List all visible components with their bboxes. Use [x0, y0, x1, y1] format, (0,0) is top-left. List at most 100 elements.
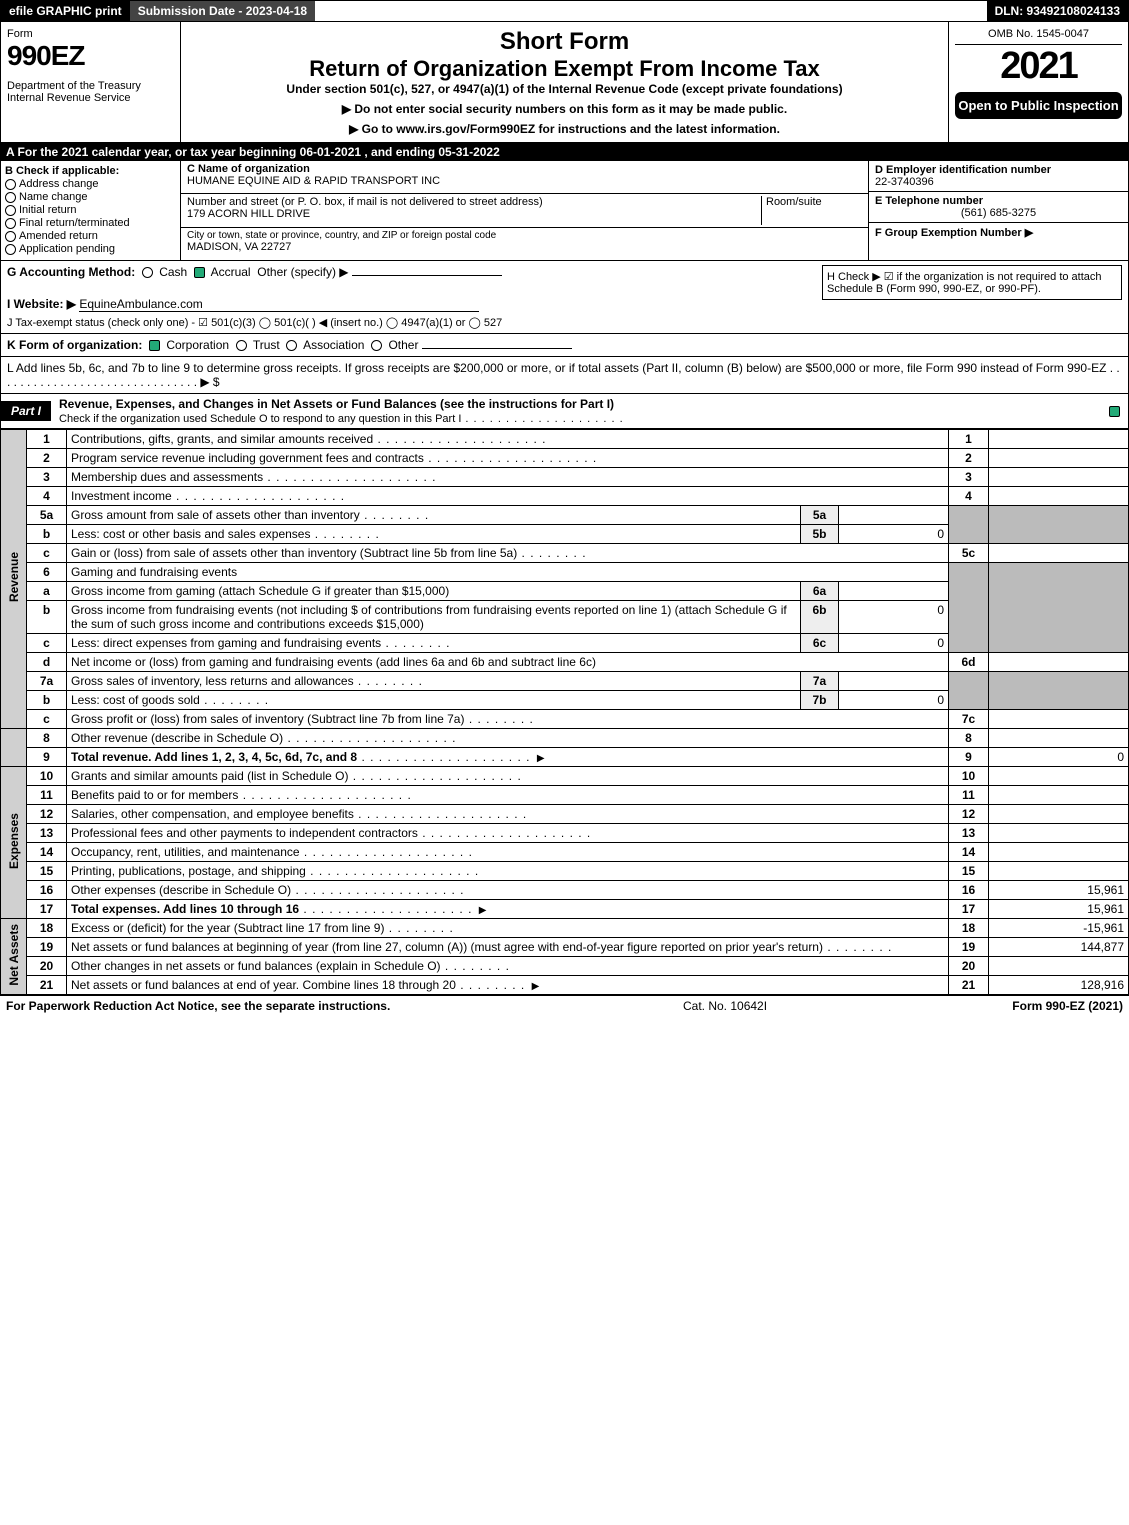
form-org-label: K Form of organization:: [7, 338, 142, 352]
section-h: H Check ▶ ☑ if the organization is not r…: [822, 265, 1122, 300]
group-exemption-label: F Group Exemption Number ▶: [875, 227, 1033, 239]
line-6b: Gross income from fundraising events (no…: [67, 601, 801, 634]
top-bar: efile GRAPHIC print Submission Date - 20…: [0, 0, 1129, 22]
room-suite-label: Room/suite: [762, 196, 862, 224]
chk-name-change[interactable]: Name change: [5, 191, 176, 203]
revenue-vlabel: Revenue: [1, 430, 27, 729]
city-row: City or town, state or province, country…: [181, 228, 868, 260]
tax-year: 2021: [955, 45, 1122, 88]
netassets-vlabel: Net Assets: [1, 919, 27, 995]
chk-initial-return[interactable]: Initial return: [5, 204, 176, 216]
line-6a: Gross income from gaming (attach Schedul…: [67, 582, 801, 601]
line-6c: Less: direct expenses from gaming and fu…: [67, 634, 801, 653]
info-grid: B Check if applicable: Address change Na…: [0, 161, 1129, 261]
chk-accrual[interactable]: [194, 267, 205, 278]
line-1: Contributions, gifts, grants, and simila…: [67, 430, 949, 449]
dln-label: DLN: 93492108024133: [987, 1, 1128, 21]
chk-cash[interactable]: [142, 267, 153, 278]
form-title: Return of Organization Exempt From Incom…: [187, 56, 942, 82]
header-left: Form 990EZ Department of the Treasury In…: [1, 22, 181, 142]
org-name-label: C Name of organization: [187, 163, 862, 175]
address-value: 179 ACORN HILL DRIVE: [187, 208, 761, 220]
chk-amended-return[interactable]: Amended return: [5, 230, 176, 242]
goto-note: ▶ Go to www.irs.gov/Form990EZ for instru…: [187, 122, 942, 136]
line-6d: Net income or (loss) from gaming and fun…: [67, 653, 949, 672]
line-15: Printing, publications, postage, and shi…: [67, 862, 949, 881]
chk-final-return[interactable]: Final return/terminated: [5, 217, 176, 229]
org-name: HUMANE EQUINE AID & RAPID TRANSPORT INC: [187, 175, 862, 187]
phone-value: (561) 685-3275: [875, 207, 1122, 219]
ssn-note: ▶ Do not enter social security numbers o…: [187, 102, 942, 116]
footer-left: For Paperwork Reduction Act Notice, see …: [6, 999, 683, 1013]
part1-badge: Part I: [1, 401, 51, 421]
city-label: City or town, state or province, country…: [187, 230, 862, 241]
footer-right: Form 990-EZ (2021): [943, 999, 1123, 1013]
chk-other-org[interactable]: [371, 340, 382, 351]
form-number: 990EZ: [7, 40, 174, 72]
expenses-vlabel: Expenses: [1, 767, 27, 919]
line-7c: Gross profit or (loss) from sales of inv…: [67, 710, 949, 729]
line-3: Membership dues and assessments: [67, 468, 949, 487]
efile-label: efile GRAPHIC print: [1, 1, 130, 21]
part1-title: Revenue, Expenses, and Changes in Net As…: [51, 394, 1104, 428]
address-label: Number and street (or P. O. box, if mail…: [187, 196, 761, 208]
website-value: EquineAmbulance.com: [79, 297, 479, 312]
line-10: Grants and similar amounts paid (list in…: [67, 767, 949, 786]
omb-number: OMB No. 1545-0047: [955, 28, 1122, 45]
footer-center: Cat. No. 10642I: [683, 999, 943, 1013]
line-7a: Gross sales of inventory, less returns a…: [67, 672, 801, 691]
line-21: Net assets or fund balances at end of ye…: [67, 976, 949, 995]
section-a: A For the 2021 calendar year, or tax yea…: [0, 143, 1129, 161]
ein-label: D Employer identification number: [875, 164, 1051, 176]
header-center: Short Form Return of Organization Exempt…: [181, 22, 948, 142]
section-b: B Check if applicable: Address change Na…: [1, 161, 181, 260]
other-org-input[interactable]: [422, 348, 572, 349]
chk-application-pending[interactable]: Application pending: [5, 243, 176, 255]
form-header: Form 990EZ Department of the Treasury In…: [0, 22, 1129, 143]
header-right: OMB No. 1545-0047 2021 Open to Public In…: [948, 22, 1128, 142]
line-20: Other changes in net assets or fund bala…: [67, 957, 949, 976]
section-d: D Employer identification number 22-3740…: [869, 161, 1128, 192]
section-k: K Form of organization: Corporation Trus…: [0, 334, 1129, 357]
line-2: Program service revenue including govern…: [67, 449, 949, 468]
phone-label: E Telephone number: [875, 195, 983, 207]
part1-checkbox[interactable]: [1104, 404, 1128, 418]
address-row: Number and street (or P. O. box, if mail…: [181, 194, 868, 227]
line-12: Salaries, other compensation, and employ…: [67, 805, 949, 824]
line-18: Excess or (deficit) for the year (Subtra…: [67, 919, 949, 938]
section-j: J Tax-exempt status (check only one) - ☑…: [7, 316, 1122, 329]
chk-association[interactable]: [286, 340, 297, 351]
other-specify-input[interactable]: [352, 275, 502, 276]
line-5b: Less: cost or other basis and sales expe…: [67, 525, 801, 544]
section-l: L Add lines 5b, 6c, and 7b to line 9 to …: [0, 357, 1129, 394]
chk-corporation[interactable]: [149, 340, 160, 351]
line-9: Total revenue. Add lines 1, 2, 3, 4, 5c,…: [67, 748, 949, 767]
section-c: C Name of organization HUMANE EQUINE AID…: [181, 161, 868, 260]
section-e: E Telephone number (561) 685-3275: [869, 192, 1128, 223]
line-6: Gaming and fundraising events: [67, 563, 949, 582]
line-17: Total expenses. Add lines 10 through 16: [67, 900, 949, 919]
section-b-header: B Check if applicable:: [5, 165, 176, 177]
accounting-label: G Accounting Method:: [7, 265, 135, 279]
ein-value: 22-3740396: [875, 176, 934, 188]
chk-address-change[interactable]: Address change: [5, 178, 176, 190]
chk-trust[interactable]: [236, 340, 247, 351]
part1-header: Part I Revenue, Expenses, and Changes in…: [0, 394, 1129, 429]
section-def: D Employer identification number 22-3740…: [868, 161, 1128, 260]
section-f: F Group Exemption Number ▶: [869, 223, 1128, 242]
section-g-h: G Accounting Method: Cash Accrual Other …: [0, 261, 1129, 334]
line-16: Other expenses (describe in Schedule O): [67, 881, 949, 900]
line-11: Benefits paid to or for members: [67, 786, 949, 805]
revenue-table: Revenue 1Contributions, gifts, grants, a…: [0, 429, 1129, 995]
page-footer: For Paperwork Reduction Act Notice, see …: [0, 995, 1129, 1016]
line-5a: Gross amount from sale of assets other t…: [67, 506, 801, 525]
subtitle: Under section 501(c), 527, or 4947(a)(1)…: [187, 82, 942, 96]
open-to-public: Open to Public Inspection: [955, 92, 1122, 119]
short-form-title: Short Form: [187, 28, 942, 56]
line-13: Professional fees and other payments to …: [67, 824, 949, 843]
department-label: Department of the Treasury Internal Reve…: [7, 80, 174, 104]
line-5c: Gain or (loss) from sale of assets other…: [67, 544, 949, 563]
form-label: Form: [7, 28, 174, 40]
line-14: Occupancy, rent, utilities, and maintena…: [67, 843, 949, 862]
line-8: Other revenue (describe in Schedule O): [67, 729, 949, 748]
